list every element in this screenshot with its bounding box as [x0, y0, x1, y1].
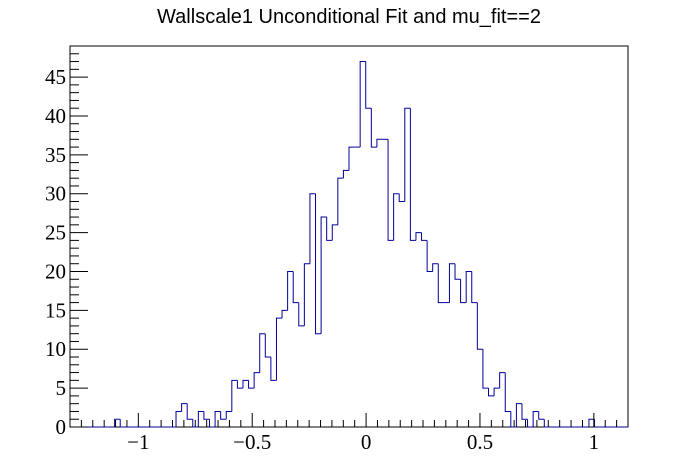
histogram-bin	[538, 411, 545, 420]
histogram-bin	[426, 240, 433, 272]
y-axis: 0 5 10 15 20 25 30 35 40 45	[45, 45, 88, 439]
x-axis: −1 −0.5 0 0.5 1	[69, 413, 629, 454]
y-tick-label: 25	[45, 221, 66, 245]
histogram-bin	[594, 419, 601, 428]
histogram-bin	[253, 372, 260, 389]
histogram-bin	[309, 193, 316, 264]
histogram-bin	[476, 302, 483, 350]
histogram-bin	[264, 333, 271, 358]
histogram-bin	[119, 419, 126, 428]
histogram-bin	[398, 193, 405, 203]
histogram-bin	[303, 263, 310, 326]
y-tick-label: 30	[45, 182, 66, 206]
histogram-bin	[460, 279, 467, 304]
histogram-bin	[287, 270, 294, 311]
histogram-bin	[225, 410, 232, 420]
histogram-bin	[348, 146, 355, 171]
histogram-bin	[214, 410, 221, 427]
histogram-bin	[175, 410, 182, 427]
histogram-bin	[504, 372, 511, 412]
histogram-bin	[292, 271, 299, 304]
histogram-bin	[515, 403, 522, 427]
histogram-bin	[393, 193, 400, 241]
histogram-bin	[454, 263, 461, 280]
histogram-bin	[236, 380, 243, 389]
histogram-bin	[387, 139, 394, 241]
y-tick-label: 10	[45, 337, 66, 361]
histogram-bin	[220, 411, 227, 420]
histogram-bin	[482, 349, 489, 389]
histogram-bin	[488, 388, 495, 397]
histogram-bin	[499, 372, 506, 389]
chart-title: Wallscale1 Unconditional Fit and mu_fit=…	[157, 6, 541, 28]
histogram-bin	[532, 410, 539, 427]
histogram-bin	[242, 379, 249, 389]
histogram-bin	[370, 108, 377, 148]
histogram-bin	[421, 232, 428, 241]
histogram-bin	[432, 263, 439, 272]
histogram-bin	[248, 380, 255, 389]
histogram-bin	[186, 403, 193, 420]
histogram-bin	[331, 224, 338, 241]
histogram-bin	[521, 403, 528, 420]
y-tick-label: 0	[56, 415, 67, 439]
histogram-bin	[203, 411, 210, 420]
y-tick-label: 15	[45, 298, 66, 322]
y-tick-label: 40	[45, 104, 66, 128]
histogram-bin	[192, 419, 199, 428]
y-tick-label: 45	[45, 65, 66, 89]
y-tick-label: 35	[45, 143, 66, 167]
histogram-bin	[281, 309, 288, 319]
histogram-bin	[298, 302, 305, 327]
histogram-bin	[342, 169, 349, 179]
histogram-bin	[448, 263, 456, 303]
histogram-bin	[437, 263, 444, 304]
histogram-bin	[209, 419, 216, 428]
histogram-bin	[275, 317, 283, 381]
histogram-bin	[326, 217, 333, 241]
x-tick-label: −0.5	[233, 430, 271, 454]
histogram-bin	[114, 418, 121, 427]
histogram-bin	[471, 271, 478, 304]
histogram-bin	[197, 410, 204, 427]
histogram-bin	[527, 419, 534, 428]
plot-frame	[69, 45, 629, 428]
histogram-bin	[465, 270, 472, 303]
histogram-bin	[493, 387, 500, 396]
histogram-bin	[337, 177, 344, 225]
histogram-bin	[320, 216, 327, 334]
histogram-bin	[588, 418, 595, 427]
histogram-bin	[181, 403, 188, 412]
histogram-bin	[365, 61, 372, 109]
x-tick-label: 0	[361, 430, 372, 454]
histogram-bin	[404, 107, 411, 202]
x-tick-label: −1	[127, 430, 149, 454]
histogram-bin	[376, 138, 383, 148]
x-tick-label: 0.5	[467, 430, 493, 454]
histogram-bin	[315, 193, 322, 335]
y-tick-label: 5	[56, 376, 67, 400]
x-tick-label: 1	[589, 430, 600, 454]
histogram-bin	[259, 333, 266, 373]
histogram-bin	[409, 108, 416, 241]
histogram-bin	[543, 419, 550, 428]
y-tick-label: 20	[45, 259, 66, 283]
histogram-bin	[510, 411, 517, 428]
histogram-bin	[359, 61, 366, 148]
histogram-bin	[415, 232, 422, 241]
histogram-series	[70, 61, 628, 428]
histogram-bin	[270, 357, 277, 381]
histogram-bin	[231, 379, 238, 412]
